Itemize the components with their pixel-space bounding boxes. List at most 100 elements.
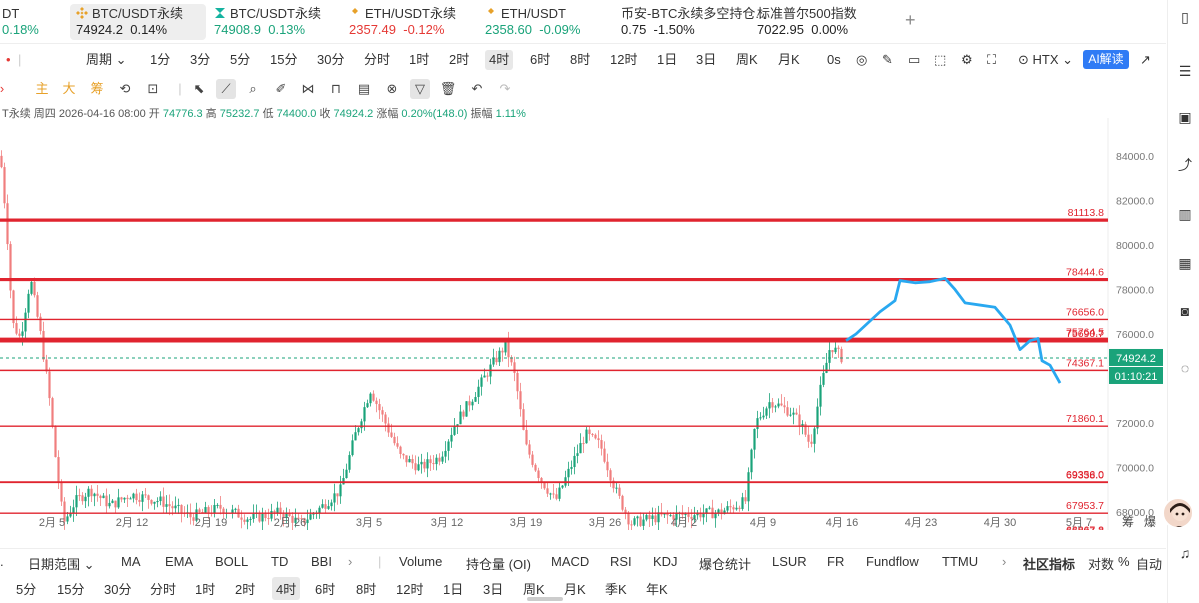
interval-12[interactable]: 1日 bbox=[657, 52, 678, 67]
period-11[interactable]: 3日 bbox=[483, 582, 504, 597]
replay-icon[interactable]: ⟲ bbox=[119, 81, 131, 96]
interval-10[interactable]: 8时 bbox=[570, 52, 591, 67]
big-order-tab[interactable]: 大 bbox=[62, 81, 76, 96]
magnet-icon[interactable]: ⊗ bbox=[386, 81, 398, 96]
period-3[interactable]: 分时 bbox=[150, 582, 177, 597]
period-2[interactable]: 30分 bbox=[104, 582, 132, 597]
undo-icon[interactable]: ↶ bbox=[471, 81, 483, 96]
period-7[interactable]: 6时 bbox=[315, 582, 336, 597]
sub-indicator-2[interactable]: MACD bbox=[551, 554, 590, 569]
indicator-boll[interactable]: BOLL bbox=[215, 554, 249, 569]
avatar[interactable] bbox=[1162, 497, 1194, 529]
pattern-icon[interactable]: ⋈ bbox=[301, 81, 315, 96]
zoom-icon[interactable]: ⌕ bbox=[249, 81, 257, 96]
robot-icon[interactable]: ◙ bbox=[1180, 303, 1190, 319]
ticker-1[interactable]: BTC/USDT永续 74924.2 0.14% bbox=[70, 4, 206, 40]
sub-indicator-5[interactable]: 爆仓统计 bbox=[699, 557, 752, 572]
price-chart[interactable]: 84000.082000.080000.078000.076000.074000… bbox=[0, 118, 1166, 540]
sub-indicator-4[interactable]: KDJ bbox=[653, 554, 678, 569]
clipboard-icon[interactable]: ▣ bbox=[1178, 109, 1192, 125]
bell-icon[interactable]: ♫ bbox=[1179, 545, 1191, 561]
ruler-icon[interactable]: ⟋ bbox=[216, 79, 236, 99]
trash-icon[interactable]: 🗑 bbox=[439, 81, 457, 96]
camera-icon[interactable]: ◎ bbox=[856, 52, 868, 67]
chart-canvas[interactable]: 84000.082000.080000.078000.076000.074000… bbox=[0, 118, 1166, 540]
period-0[interactable]: 5分 bbox=[16, 582, 37, 597]
period-1[interactable]: 15分 bbox=[57, 582, 85, 597]
interval-0[interactable]: 1分 bbox=[150, 52, 171, 67]
filter-icon[interactable]: ▽ bbox=[410, 79, 430, 99]
period-14[interactable]: 季K bbox=[605, 582, 627, 597]
resize-handle[interactable] bbox=[527, 597, 563, 601]
ticker-6[interactable]: 标准普尔500指数 7022.95 0.00% bbox=[751, 4, 863, 40]
interval-6[interactable]: 1时 bbox=[409, 52, 430, 67]
interval-4[interactable]: 30分 bbox=[317, 52, 345, 67]
sub-indicator-0[interactable]: Volume bbox=[399, 554, 443, 569]
sub-indicator-1[interactable]: 持仓量 (OI) bbox=[466, 557, 531, 572]
layout-icon[interactable]: ▭ bbox=[908, 52, 921, 67]
main-indicator-tab[interactable]: 主 bbox=[35, 81, 49, 96]
indicator-ma[interactable]: MA bbox=[121, 554, 141, 569]
indicator-ema[interactable]: EMA bbox=[165, 554, 194, 569]
percent-toggle[interactable]: % bbox=[1118, 554, 1130, 569]
share-icon[interactable]: ↗ bbox=[1140, 52, 1151, 67]
fullscreen-icon[interactable]: ⛶ bbox=[987, 52, 997, 67]
screenshot-icon[interactable]: ⬚ bbox=[934, 52, 947, 67]
note-icon[interactable]: ▤ bbox=[357, 81, 371, 96]
expand-arrow-icon[interactable]: › bbox=[0, 81, 5, 96]
panel-icon[interactable]: ▥ bbox=[1178, 206, 1192, 222]
interval-8[interactable]: 4时 bbox=[485, 50, 514, 70]
interval-14[interactable]: 周K bbox=[736, 52, 758, 67]
period-12[interactable]: 周K bbox=[523, 582, 545, 597]
period-10[interactable]: 1日 bbox=[443, 582, 464, 597]
sub-indicator-9[interactable]: TTMU bbox=[942, 554, 979, 569]
edit-icon[interactable]: ✎ bbox=[882, 52, 893, 67]
interval-1[interactable]: 3分 bbox=[190, 52, 211, 67]
log-scale-toggle[interactable]: 对数 bbox=[1088, 557, 1115, 572]
sub-indicator-7[interactable]: FR bbox=[827, 554, 845, 569]
period-9[interactable]: 12时 bbox=[396, 582, 424, 597]
period-13[interactable]: 月K bbox=[564, 582, 586, 597]
period-6[interactable]: 4时 bbox=[272, 577, 301, 600]
interval-11[interactable]: 12时 bbox=[610, 52, 638, 67]
add-ticker-icon[interactable]: + bbox=[905, 10, 916, 30]
collapse-icon[interactable]: ▯ bbox=[1181, 9, 1189, 25]
grid-icon[interactable]: ▦ bbox=[1178, 255, 1192, 271]
community-indicator-button[interactable]: 社区指标 bbox=[1023, 557, 1076, 572]
more-arrow-icon[interactable]: › bbox=[348, 554, 353, 569]
ticker-5[interactable]: 币安-BTC永续多空持仓... 0.75 -1.50% bbox=[615, 4, 772, 40]
cursor-icon[interactable]: ⬉ bbox=[193, 81, 205, 96]
period-8[interactable]: 8时 bbox=[356, 582, 377, 597]
compare-icon[interactable]: ⊡ bbox=[147, 81, 159, 96]
sub-indicator-3[interactable]: RSI bbox=[610, 554, 632, 569]
settings-icon[interactable]: ⚙ bbox=[961, 52, 973, 67]
ticker-4[interactable]: ETH/USDT 2358.60 -0.09% bbox=[479, 4, 586, 40]
indicator-td[interactable]: TD bbox=[271, 554, 289, 569]
interval-13[interactable]: 3日 bbox=[696, 52, 717, 67]
auto-toggle[interactable]: 自动 bbox=[1136, 557, 1163, 572]
sub-indicator-8[interactable]: Fundflow bbox=[866, 554, 919, 569]
interval-5[interactable]: 分时 bbox=[364, 52, 391, 67]
period-5[interactable]: 2时 bbox=[235, 582, 256, 597]
lock-icon[interactable]: ⊓ bbox=[330, 81, 342, 96]
sub-indicator-6[interactable]: LSUR bbox=[772, 554, 807, 569]
interval-3[interactable]: 15分 bbox=[270, 52, 298, 67]
ticker-2[interactable]: BTC/USDT永续 74908.9 0.13% bbox=[208, 4, 327, 40]
interval-9[interactable]: 6时 bbox=[530, 52, 551, 67]
brush-icon[interactable]: ✐ bbox=[275, 81, 287, 96]
trend-icon[interactable]: ⤴ bbox=[1178, 157, 1192, 173]
interval-7[interactable]: 2时 bbox=[449, 52, 470, 67]
period-15[interactable]: 年K bbox=[646, 582, 668, 597]
chip-tab[interactable]: 筹 bbox=[90, 81, 104, 96]
exchange-select[interactable]: ⊙ HTX ⌄ bbox=[1018, 52, 1074, 67]
period-label[interactable]: 周期 ⌄ bbox=[86, 52, 127, 67]
ticker-3[interactable]: ETH/USDT永续 2357.49 -0.12% bbox=[343, 4, 462, 40]
period-4[interactable]: 1时 bbox=[195, 582, 216, 597]
more-arrow-icon[interactable]: › bbox=[1002, 554, 1007, 569]
prev-arrow-icon[interactable]: • bbox=[6, 52, 11, 67]
chat-icon[interactable]: ◌ bbox=[1180, 360, 1190, 376]
interval-15[interactable]: 月K bbox=[778, 52, 800, 67]
date-range-select[interactable]: 日期范围 ⌄ bbox=[28, 557, 95, 572]
ticker-0[interactable]: DT 0.18% bbox=[0, 4, 45, 40]
ai-analysis-button[interactable]: AI解读 bbox=[1083, 50, 1129, 69]
